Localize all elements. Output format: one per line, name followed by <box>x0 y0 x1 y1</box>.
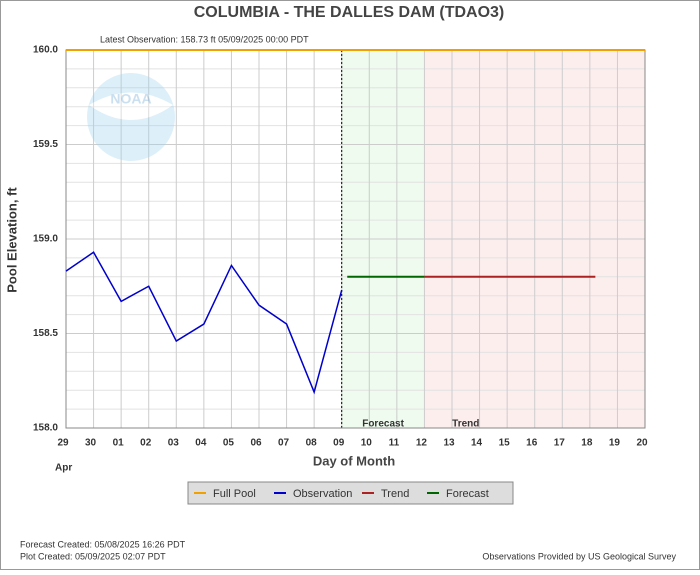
x-tick-label: 09 <box>333 438 345 449</box>
x-tick-label: 18 <box>581 438 593 449</box>
x-tick-label: 29 <box>57 438 69 449</box>
x-tick-label: 03 <box>168 438 180 449</box>
y-tick-label: 159.5 <box>33 139 58 150</box>
region-label: Trend <box>452 419 479 430</box>
legend-label: Observation <box>293 488 352 500</box>
forecast-created: Forecast Created: 05/08/2025 16:26 PDT <box>20 539 186 549</box>
x-tick-label: 06 <box>250 438 262 449</box>
x-tick-label: 17 <box>554 438 566 449</box>
x-tick-label: 16 <box>526 438 538 449</box>
x-tick-label: 02 <box>140 438 152 449</box>
x-tick-label: 12 <box>416 438 428 449</box>
x-tick-label: 10 <box>361 438 373 449</box>
x-tick-label: 08 <box>306 438 318 449</box>
x-tick-label: 19 <box>609 438 621 449</box>
x-tick-label: 07 <box>278 438 290 449</box>
noaa-logo: NOAA <box>87 73 175 161</box>
x-tick-label: 04 <box>195 438 207 449</box>
legend-label: Full Pool <box>213 488 256 500</box>
legend-box <box>187 481 514 505</box>
plot-layer: Forecast Trend 158.0 158.5 159.0 159.5 160.0 29… <box>33 45 648 449</box>
y-tick-label: 160.0 <box>33 45 58 56</box>
x-tick-label: 11 <box>389 438 400 449</box>
svg-text:NOAA: NOAA <box>110 91 151 107</box>
legend-label: Forecast <box>446 488 489 500</box>
x-tick-label: 15 <box>499 438 511 449</box>
x-tick-label: 05 <box>223 438 235 449</box>
x-tick-label: 14 <box>471 438 483 449</box>
subtitle: Latest Observation: 158.73 ft 05/09/2025… <box>100 34 309 44</box>
y-axis-label: Pool Elevation, ft <box>4 187 19 293</box>
legend: Full Pool Observation Trend Forecast <box>187 481 514 505</box>
x-tick-label: 30 <box>85 438 97 449</box>
x-tick-label: 13 <box>443 438 455 449</box>
plot-created: Plot Created: 05/09/2025 02:07 PDT <box>20 551 166 561</box>
x-tick-label: 20 <box>636 438 648 449</box>
month-label: Apr <box>55 463 72 474</box>
y-tick-label: 159.0 <box>33 234 58 245</box>
region-label: Forecast <box>362 419 404 430</box>
y-tick-label: 158.0 <box>33 423 58 434</box>
series-line <box>65 251 343 395</box>
background-layer <box>65 49 646 429</box>
source: Observations Provided by US Geological S… <box>482 551 676 561</box>
x-axis-label: Day of Month <box>313 453 395 468</box>
x-tick-label: 01 <box>113 438 125 449</box>
legend-label: Trend <box>381 488 409 500</box>
y-tick-label: 158.5 <box>33 328 58 339</box>
chart-title: COLUMBIA - THE DALLES DAM (TDAO3) <box>194 4 505 21</box>
